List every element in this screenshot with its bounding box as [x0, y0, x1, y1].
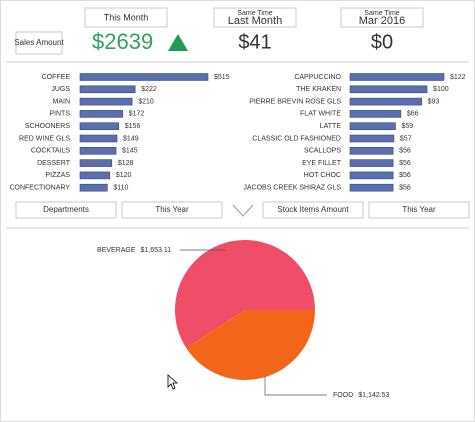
bar-category-label: PIERRE BREVIN ROSE GLS [249, 98, 341, 105]
bar [79, 183, 108, 192]
kpi-value: $2639 [92, 29, 153, 54]
bar-value-label: $222 [141, 86, 157, 93]
trend-up-icon [168, 34, 188, 51]
kpi-value: $41 [238, 31, 271, 53]
bar-value-label: $128 [118, 160, 134, 167]
filter-label: Stock Items Amount [277, 205, 349, 214]
bar-value-label: $59 [401, 123, 413, 130]
leader-line [264, 375, 327, 396]
bar [79, 159, 113, 167]
pie-slice [186, 310, 315, 380]
bar-category-label: SCHOONERS [25, 123, 70, 130]
bar [79, 171, 111, 180]
filter-label: This Year [155, 205, 189, 214]
filter-label: Departments [43, 205, 89, 214]
bar-value-label: $110 [113, 185, 128, 192]
kpi-header-box[interactable] [213, 7, 297, 28]
bar [349, 122, 396, 130]
bar-category-label: PIZZAS [45, 172, 70, 179]
bar-value-label: $145 [122, 148, 138, 155]
bar-category-label: DESSERT [37, 160, 71, 167]
kpi-header: Mar 2016 [359, 15, 405, 27]
bar [349, 110, 402, 118]
kpi-header-box[interactable] [84, 7, 168, 28]
filter-label: This Year [402, 205, 436, 214]
bar-category-label: FLAT WHITE [300, 111, 341, 118]
bar-category-label: PINTS [49, 111, 70, 118]
bar-value-label: $57 [400, 135, 412, 142]
bar-category-label: EYE FILLET [302, 160, 342, 167]
bar-category-label: CONFECTIONARY [9, 185, 70, 192]
bar-category-label: JUGS [51, 86, 70, 93]
bar-value-label: $93 [428, 98, 440, 105]
kpi-value: $0 [371, 31, 393, 53]
kpi-header: Last Month [228, 15, 282, 27]
bar-value-label: $172 [129, 111, 145, 118]
pie-slice [175, 239, 315, 348]
bar [349, 147, 394, 155]
bar [79, 85, 136, 94]
bar-value-label: $56 [399, 172, 411, 179]
bar [79, 134, 118, 143]
bar-value-label: $156 [125, 123, 141, 130]
bar-value-label: $149 [123, 135, 139, 142]
bar-category-label: SCALLOPS [304, 148, 341, 155]
bar-value-label: $56 [399, 185, 411, 192]
bar [349, 85, 428, 94]
kpi-header-small: Same Time [237, 10, 273, 17]
filter-button[interactable] [262, 201, 364, 219]
bar-value-label: $515 [214, 74, 230, 81]
bar [349, 171, 394, 180]
bar-category-label: CAPPUCCINO [294, 74, 341, 81]
bar [349, 97, 422, 106]
bar-category-label: JACOBS CREEK SHIRAZ GLS [243, 185, 341, 192]
bar-value-label: $56 [399, 148, 411, 155]
sales-box[interactable] [15, 31, 63, 55]
bar-category-label: RED WINE GLS [19, 135, 70, 142]
bar-category-label: COCKTAILS [31, 148, 70, 155]
bar [79, 122, 120, 130]
bar-category-label: LATTE [320, 123, 342, 130]
bar-value-label: $66 [407, 111, 419, 118]
kpi-header: This Month [104, 12, 149, 22]
bar [349, 134, 395, 143]
pie-value-label: $1,142.53 [358, 392, 389, 399]
bar-category-label: THE KRAKEN [296, 86, 341, 93]
bar-category-label: HOT CHOC [304, 172, 341, 179]
bar [79, 147, 117, 155]
mouse-cursor [167, 374, 179, 390]
bar-category-label: COFFEE [42, 74, 71, 81]
bar-value-label: $210 [138, 98, 154, 105]
bar-value-label: $120 [116, 172, 132, 179]
bar-category-label: MAIN [53, 98, 71, 105]
pie-category-label: BEVERAGE [97, 247, 136, 254]
bar-category-label: CLASSIC OLD FASHIONED [252, 135, 341, 142]
bar [349, 73, 445, 81]
pie-category-label: FOOD [333, 392, 353, 399]
bar [349, 183, 394, 192]
bar [79, 73, 209, 81]
kpi-header-small: Same Time [364, 10, 400, 17]
bar [349, 159, 394, 167]
filter-button[interactable] [121, 201, 223, 219]
bar [79, 97, 133, 106]
bar-value-label: $122 [450, 74, 466, 81]
bar-value-label: $100 [433, 86, 449, 93]
bar [79, 110, 124, 118]
dropdown-chevron[interactable] [232, 204, 254, 217]
sales-box-label: Sales Amount [14, 38, 64, 47]
filter-button[interactable] [368, 201, 470, 219]
filter-button[interactable] [15, 201, 117, 219]
bar-value-label: $56 [399, 160, 411, 167]
kpi-header-box[interactable] [340, 7, 424, 28]
pie-value-label: $1,653.11 [141, 247, 172, 254]
